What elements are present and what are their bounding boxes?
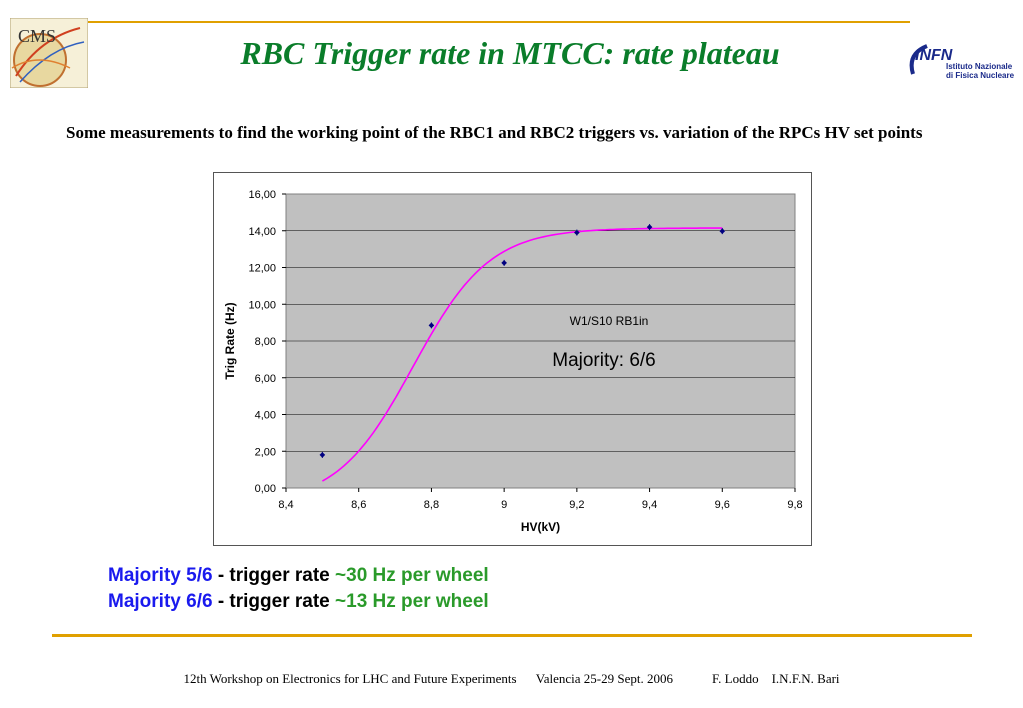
summary-dash-2: - trigger rate xyxy=(212,591,336,612)
svg-text:INFN: INFN xyxy=(915,47,953,64)
infn-subtitle-line-2: di Fisica Nucleare xyxy=(946,71,1015,80)
x-tick-label: 9,4 xyxy=(642,499,657,511)
x-axis-label: HV(kV) xyxy=(521,520,560,534)
summary-rate-2: ~13 Hz per wheel xyxy=(335,591,489,612)
data-point xyxy=(574,229,580,236)
summary-majority-2: Majority 6/6 xyxy=(108,591,213,612)
rate-plateau-chart: 0,00 2,00 4,00 6,00 8,00 10,00 12,00 14,00 16,00… xyxy=(223,189,803,534)
summary-line-1: Majority 5/6 - trigger rate ~30 Hz per w… xyxy=(108,563,489,589)
intro-text: Some measurements to find the working po… xyxy=(66,123,923,142)
svg-text:CMS: CMS xyxy=(18,26,56,46)
infn-logo: INFN xyxy=(909,44,953,75)
y-axis-label: Trig Rate (Hz) xyxy=(223,302,237,379)
fit-curve xyxy=(321,227,723,482)
x-tick-label: 8,6 xyxy=(351,499,366,511)
summary-rate-1: ~30 Hz per wheel xyxy=(335,565,489,586)
infn-subtitle: Istituto Nazionale di Fisica Nucleare xyxy=(946,62,1014,80)
footer-text: 12th Workshop on Electronics for LHC and… xyxy=(183,671,840,686)
x-tick-label: 8,8 xyxy=(424,499,439,511)
bottom-rule xyxy=(52,634,972,637)
y-tick-label: 8,00 xyxy=(255,336,276,348)
y-tick-label: 0,00 xyxy=(255,483,276,495)
summary-dash-1: - trigger rate xyxy=(212,565,336,586)
summary-block: Majority 5/6 - trigger rate ~30 Hz per w… xyxy=(108,563,489,615)
x-tick-label: 9 xyxy=(501,499,507,511)
y-tick-label: 2,00 xyxy=(255,446,276,458)
x-tick-label: 8,4 xyxy=(278,499,293,511)
majority-annotation: Majority: 6/6 xyxy=(552,350,655,371)
y-tick-label: 12,00 xyxy=(248,263,276,275)
summary-line-2: Majority 6/6 - trigger rate ~13 Hz per w… xyxy=(108,589,489,615)
slide-title: RBC Trigger rate in MTCC: rate plateau xyxy=(240,35,780,71)
cms-logo: CMS xyxy=(10,18,88,88)
y-tick-label: 4,00 xyxy=(255,410,276,422)
data-point xyxy=(428,322,435,329)
data-point xyxy=(501,260,507,266)
x-tick-label: 9,8 xyxy=(787,499,802,511)
x-tick-label: 9,2 xyxy=(569,499,584,511)
chamber-annotation: W1/S10 RB1in xyxy=(570,314,649,328)
infn-subtitle-line-1: Istituto Nazionale xyxy=(946,62,1013,71)
x-tick-label: 9,6 xyxy=(715,499,730,511)
y-tick-label: 10,00 xyxy=(248,299,276,311)
y-tick-label: 16,00 xyxy=(248,189,276,201)
data-point xyxy=(719,228,726,234)
summary-majority-1: Majority 5/6 xyxy=(108,565,213,586)
y-tick-label: 14,00 xyxy=(248,226,276,238)
chart-frame: 0,00 2,00 4,00 6,00 8,00 10,00 12,00 14,00 16,00… xyxy=(213,172,812,546)
y-tick-label: 6,00 xyxy=(255,373,276,385)
top-rule xyxy=(88,21,910,23)
